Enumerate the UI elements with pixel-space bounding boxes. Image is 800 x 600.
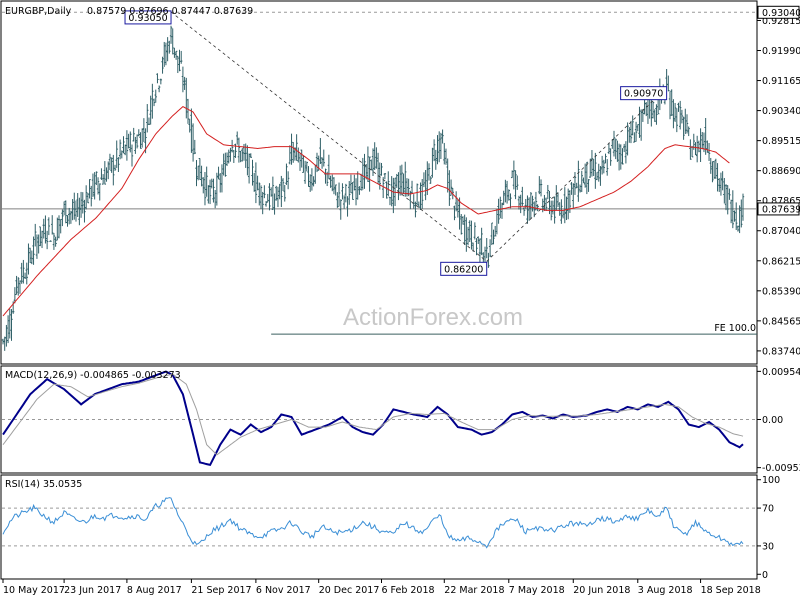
x-axis-tick-label: 8 Aug 2017 xyxy=(127,585,182,596)
price-axis-tick-label: 0.84565 xyxy=(762,316,800,327)
axes-layer: 0.92815 0.91990 0.91165 0.90340 0.89515 0.886… xyxy=(2,5,800,596)
moving-average-line xyxy=(2,105,730,317)
macd-axis-tick-label: 0.00954 xyxy=(762,367,800,378)
price-axis-value-label-0: 0.93040 xyxy=(762,8,800,19)
ohlc-readout: 0.87579 0.87696 0.87447 0.87639 xyxy=(87,6,253,17)
macd-layer xyxy=(2,370,756,467)
price-axis-tick-label: 0.90340 xyxy=(762,106,800,117)
macd-axis-tick-label: -0.009538 xyxy=(762,463,800,474)
price-axis-tick-label: 0.83740 xyxy=(762,346,800,357)
rsi-axis-tick-label: 100 xyxy=(762,475,780,486)
x-axis-tick-label: 3 Aug 2018 xyxy=(638,585,693,596)
x-axis-tick-label: 7 May 2018 xyxy=(509,585,565,596)
rsi-title: RSI(14) 35.0535 xyxy=(5,479,82,490)
price-axis-tick-label: 0.91990 xyxy=(762,46,800,57)
x-axis-tick-label: 20 Dec 2017 xyxy=(319,585,380,596)
price-axis-tick-label: 0.89515 xyxy=(762,136,800,147)
price-axis-value-label-1: 0.87639 xyxy=(762,204,800,215)
rsi-layer xyxy=(2,497,756,549)
price-axis-value-box-1 xyxy=(757,202,800,216)
swing-label-box-0 xyxy=(124,10,172,25)
price-axis-value-box-0 xyxy=(757,5,800,19)
macd-series-signal xyxy=(2,373,744,456)
x-axis-tick-label: 23 Jun 2017 xyxy=(64,585,121,596)
price-axis-tick-label: 0.88690 xyxy=(762,166,800,177)
price-panel-frame xyxy=(0,0,758,365)
price-hline-label-2: FE 100.0 xyxy=(714,323,756,334)
x-axis-tick-label: 22 Mar 2018 xyxy=(444,585,504,596)
rsi-axis-tick-label: 70 xyxy=(762,504,774,515)
price-axis-tick-label: 0.85390 xyxy=(762,286,800,297)
swing-label-1: 0.90970 xyxy=(624,89,663,100)
price-axis-tick-label: 0.87865 xyxy=(762,196,800,207)
swing-label-0: 0.93050 xyxy=(128,13,167,24)
swing-label-box-2 xyxy=(440,261,488,276)
price-axis-tick-label: 0.92815 xyxy=(762,16,800,27)
rsi-axis-tick-label: 30 xyxy=(762,541,774,552)
x-axis-tick-label: 21 Sep 2017 xyxy=(191,585,251,596)
swing-label-2: 0.86200 xyxy=(444,264,483,275)
symbol-timeframe-label: EURGBP,Daily xyxy=(5,6,72,17)
swing-label-box-1 xyxy=(620,86,668,101)
price-axis-tick-label: 0.87040 xyxy=(762,226,800,237)
trendline-0 xyxy=(170,11,487,262)
price-axis-tick-label: 0.86215 xyxy=(762,256,800,267)
x-axis-tick-label: 6 Nov 2017 xyxy=(256,585,311,596)
x-axis-tick-label: 18 Sep 2018 xyxy=(701,585,761,596)
watermark: ActionForex.com xyxy=(343,304,523,331)
price-axis-tick-label: 0.91165 xyxy=(762,76,800,87)
macd-axis-tick-label: 0.00 xyxy=(762,415,783,426)
price-layer: FE 100.0 0.93050 0.90970 0.86200 xyxy=(1,10,757,351)
rsi-axis-tick-label: 0 xyxy=(762,570,768,581)
macd-title: MACD(12,26,9) -0.004865 -0.003273 xyxy=(5,370,181,381)
x-axis-tick-label: 6 Feb 2018 xyxy=(381,585,434,596)
rsi-panel-frame xyxy=(0,474,758,580)
rsi-series-rsi xyxy=(2,497,744,549)
x-axis-tick-label: 10 May 2017 xyxy=(3,585,65,596)
x-axis-tick-label: 20 Jun 2018 xyxy=(573,585,630,596)
